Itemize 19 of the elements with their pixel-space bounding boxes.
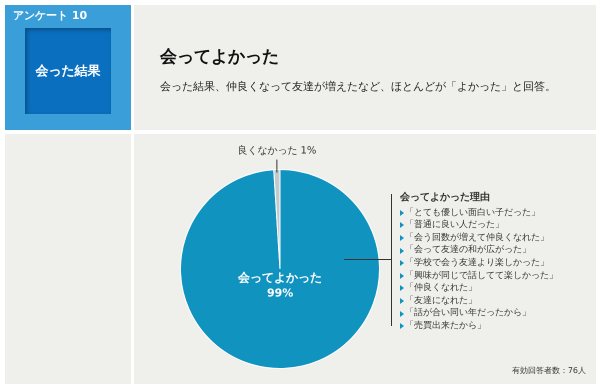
text: 「売買出来たから」 [405,320,486,333]
text: アンケート 10 [13,8,88,23]
chart-subtitle: 会った結果、仲良くなって友達が増えたなど、ほとんどが「よかった」と回答。 [160,79,556,94]
text: 会った結果 [25,28,111,114]
text: 「会う回数が増えて仲良くなれた」 [405,232,549,244]
text: 「普通に良い人だった」 [405,219,504,232]
text: 「友達になれた」 [405,294,477,308]
text: 「話が合い同い年だったから」 [405,307,531,320]
text: 「とても優しい面白い子だった」 [405,206,540,219]
text: 「会って友達の和が広がった」 [405,244,531,257]
chart-title: 会ってよかった [160,46,279,68]
text: 有効回答者数：76人 [512,365,586,376]
text: 「仲良くなれた」 [405,282,477,295]
data-label: 99% [266,286,294,300]
text: 会ってよかった理由 [400,192,491,205]
text: 「学校で会う友達より楽しかった」 [405,256,549,270]
slice-label: 会ってよかった [237,270,322,284]
text: 「興味が同じで話してて楽しかった」 [405,270,558,282]
slice-label: 良くなかった 1% [237,144,316,157]
